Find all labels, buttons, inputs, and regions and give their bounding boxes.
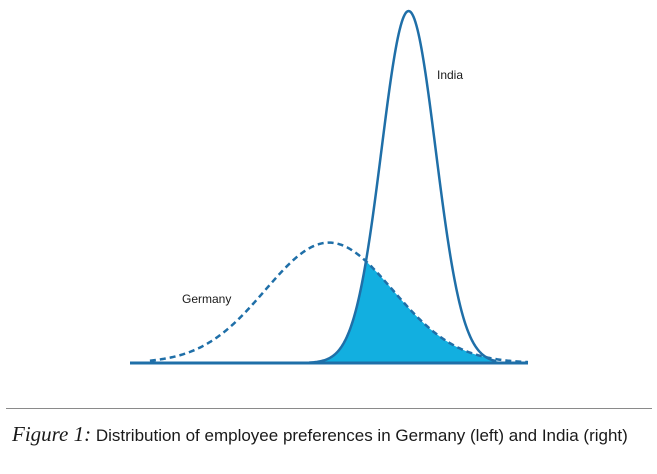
india-curve [309,9,497,364]
distribution-chart: Germany India [130,9,529,365]
india-label: India [437,68,463,82]
overlap-area [289,262,509,363]
caption-divider [6,408,652,409]
germany-label: Germany [182,292,231,306]
germany-curve [149,241,529,364]
caption-text: Distribution of employee preferences in … [91,426,628,445]
figure-caption: Figure 1: Distribution of employee prefe… [12,423,642,447]
caption-label: Figure 1: [12,422,92,446]
